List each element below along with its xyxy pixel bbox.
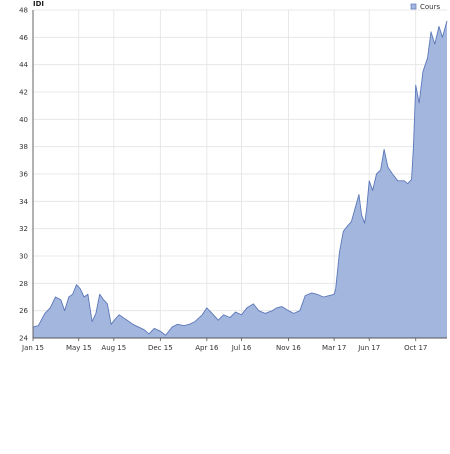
y-tick-label: 34 — [19, 198, 28, 206]
x-tick-label: Apr 16 — [195, 344, 219, 352]
x-tick-label: Jul 16 — [231, 344, 252, 352]
y-tick-label: 40 — [19, 116, 28, 124]
y-tick-label: 48 — [19, 7, 28, 15]
x-tick-label: Jun 17 — [357, 344, 380, 352]
legend-swatch — [410, 3, 417, 10]
y-tick-label: 46 — [19, 34, 28, 42]
plot-area — [32, 20, 448, 339]
series-line-cours — [32, 20, 448, 336]
x-tick-label: Mar 17 — [322, 344, 346, 352]
y-tick-label: 42 — [19, 89, 28, 97]
x-tick-label: Aug 15 — [101, 344, 126, 352]
x-tick-label: Nov 16 — [276, 344, 301, 352]
y-tick-label: 44 — [19, 61, 28, 69]
y-tick-label: 38 — [19, 143, 28, 151]
y-tick-label: 32 — [19, 225, 28, 233]
x-tick-label: Dec 15 — [148, 344, 173, 352]
x-tick-label: Oct 17 — [404, 344, 427, 352]
x-tick-label: May 15 — [66, 344, 92, 352]
axes: 24 26 28 30 32 34 36 38 40 42 44 46 48 Jan 15 May 15 Au… — [19, 7, 447, 352]
legend[interactable]: Cours — [410, 3, 440, 11]
y-tick-label: 24 — [19, 335, 28, 343]
series-area-cours — [33, 20, 447, 339]
chart-title: IDI — [33, 0, 44, 8]
y-tick-label: 36 — [19, 171, 28, 179]
y-tick-label: 30 — [19, 253, 28, 261]
y-tick-label: 26 — [19, 307, 28, 315]
legend-label: Cours — [420, 3, 440, 11]
x-tick-label: Jan 15 — [21, 344, 44, 352]
y-tick-label: 28 — [19, 280, 28, 288]
